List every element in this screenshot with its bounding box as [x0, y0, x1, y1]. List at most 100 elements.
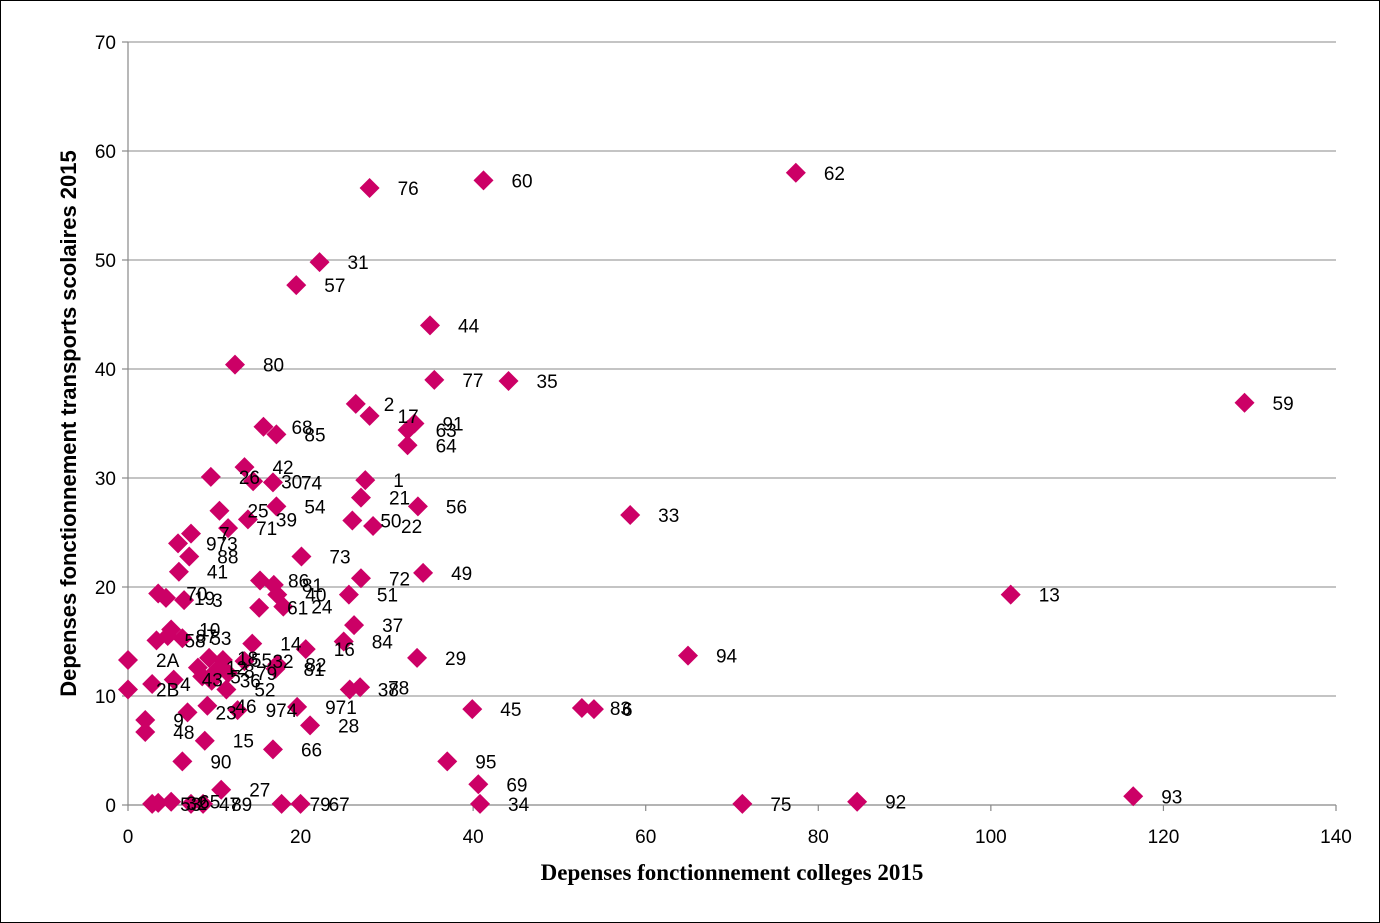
point-label: 9: [173, 711, 184, 732]
data-point-2A: [118, 650, 138, 671]
point-label: 75: [770, 795, 791, 816]
data-point-33: [620, 505, 641, 526]
point-label: 55: [251, 651, 272, 672]
y-tick-label: 60: [95, 142, 116, 163]
data-point-2B: [118, 679, 138, 700]
data-point-51: [338, 584, 359, 605]
y-tick-label: 20: [95, 578, 116, 599]
point-label: 5: [230, 667, 241, 688]
point-label: 4: [180, 675, 191, 696]
point-label: 34: [508, 795, 530, 816]
point-label: 10: [199, 621, 220, 642]
x-tick-label: 60: [635, 827, 656, 848]
point-label: 47: [219, 795, 240, 816]
point-label: 26: [239, 468, 260, 489]
point-label: 90: [210, 752, 231, 773]
point-label: 973: [206, 534, 238, 555]
data-point-95: [437, 751, 458, 772]
data-point-87: [157, 626, 178, 647]
data-point-64: [397, 435, 418, 456]
point-label: 18: [237, 649, 258, 670]
data-point-44: [420, 315, 440, 336]
data-point-77: [424, 369, 445, 390]
point-label: 76: [398, 179, 419, 200]
axes: [122, 41, 1337, 811]
x-tick-label: 20: [290, 827, 311, 848]
data-point-43: [163, 669, 184, 690]
point-label: 2: [384, 395, 395, 416]
data-point-32: [148, 792, 169, 813]
data-point-32: [234, 651, 255, 672]
point-label: 971: [325, 698, 357, 719]
data-point-74: [262, 472, 283, 493]
point-label: 21: [389, 489, 410, 510]
y-tick-label: 40: [95, 360, 116, 381]
data-point-26: [200, 466, 221, 487]
point-label: 78: [388, 678, 409, 699]
point-label: 974: [266, 701, 298, 722]
point-label: 88: [217, 547, 238, 568]
x-tick-label: 100: [975, 827, 1007, 848]
x-tick-label: 120: [1148, 827, 1180, 848]
data-point-84: [333, 631, 354, 652]
point-label: 33: [658, 506, 679, 527]
y-tick-label: 50: [95, 251, 116, 272]
data-point-67: [290, 793, 311, 814]
data-point-17: [359, 405, 380, 426]
point-label: 84: [372, 633, 394, 654]
data-point-50: [342, 510, 363, 531]
data-point-28: [300, 715, 321, 736]
point-label: 25: [247, 502, 268, 523]
point-label: 1: [393, 471, 404, 492]
data-point-1: [355, 470, 376, 491]
data-point-80: [224, 354, 245, 375]
point-label: 68: [291, 418, 312, 439]
data-point-69: [468, 774, 489, 795]
data-point-16: [295, 639, 316, 660]
point-label: 70: [186, 585, 207, 606]
data-point-2: [345, 393, 366, 414]
data-point-83: [571, 697, 592, 718]
point-label: 64: [436, 436, 458, 457]
point-label: 17: [398, 407, 419, 428]
point-label: 56: [446, 497, 467, 518]
point-label: 82: [305, 655, 326, 676]
data-point-14: [242, 633, 263, 654]
point-label: 81: [302, 576, 323, 597]
y-tick-label: 30: [95, 469, 116, 490]
point-label: 94: [716, 647, 738, 668]
data-point-81: [265, 658, 286, 679]
data-point-78: [350, 677, 371, 698]
data-point-56: [407, 496, 428, 517]
point-label: 29: [445, 649, 466, 670]
data-point-31: [309, 252, 330, 273]
data-point-71: [218, 518, 239, 539]
point-label: 27: [249, 781, 270, 802]
gridlines: [128, 41, 1336, 697]
data-point-974: [227, 700, 248, 721]
point-label: 16: [334, 640, 355, 661]
x-tick-label: 0: [123, 827, 134, 848]
point-label: 23: [216, 703, 237, 724]
point-label: 69: [506, 775, 527, 796]
point-label: 77: [462, 371, 483, 392]
data-point-54: [266, 496, 287, 517]
point-label: 63: [436, 421, 457, 442]
point-label: 52: [254, 680, 275, 701]
point-label: 89: [231, 795, 252, 816]
data-point-7: [180, 523, 201, 544]
data-point-9: [135, 709, 156, 730]
data-point-60: [473, 170, 494, 191]
y-tick-label: 10: [95, 687, 116, 708]
point-label: 71: [256, 519, 277, 540]
data-point-57: [286, 275, 307, 296]
data-point-4: [142, 674, 163, 695]
data-point-3: [174, 590, 195, 611]
point-label: 74: [301, 473, 323, 494]
data-point-52: [216, 679, 237, 700]
point-label: 49: [451, 564, 472, 585]
point-label: 45: [500, 700, 521, 721]
point-label: 30: [281, 472, 302, 493]
point-label: 54: [304, 497, 326, 518]
point-label: 24: [311, 598, 333, 619]
